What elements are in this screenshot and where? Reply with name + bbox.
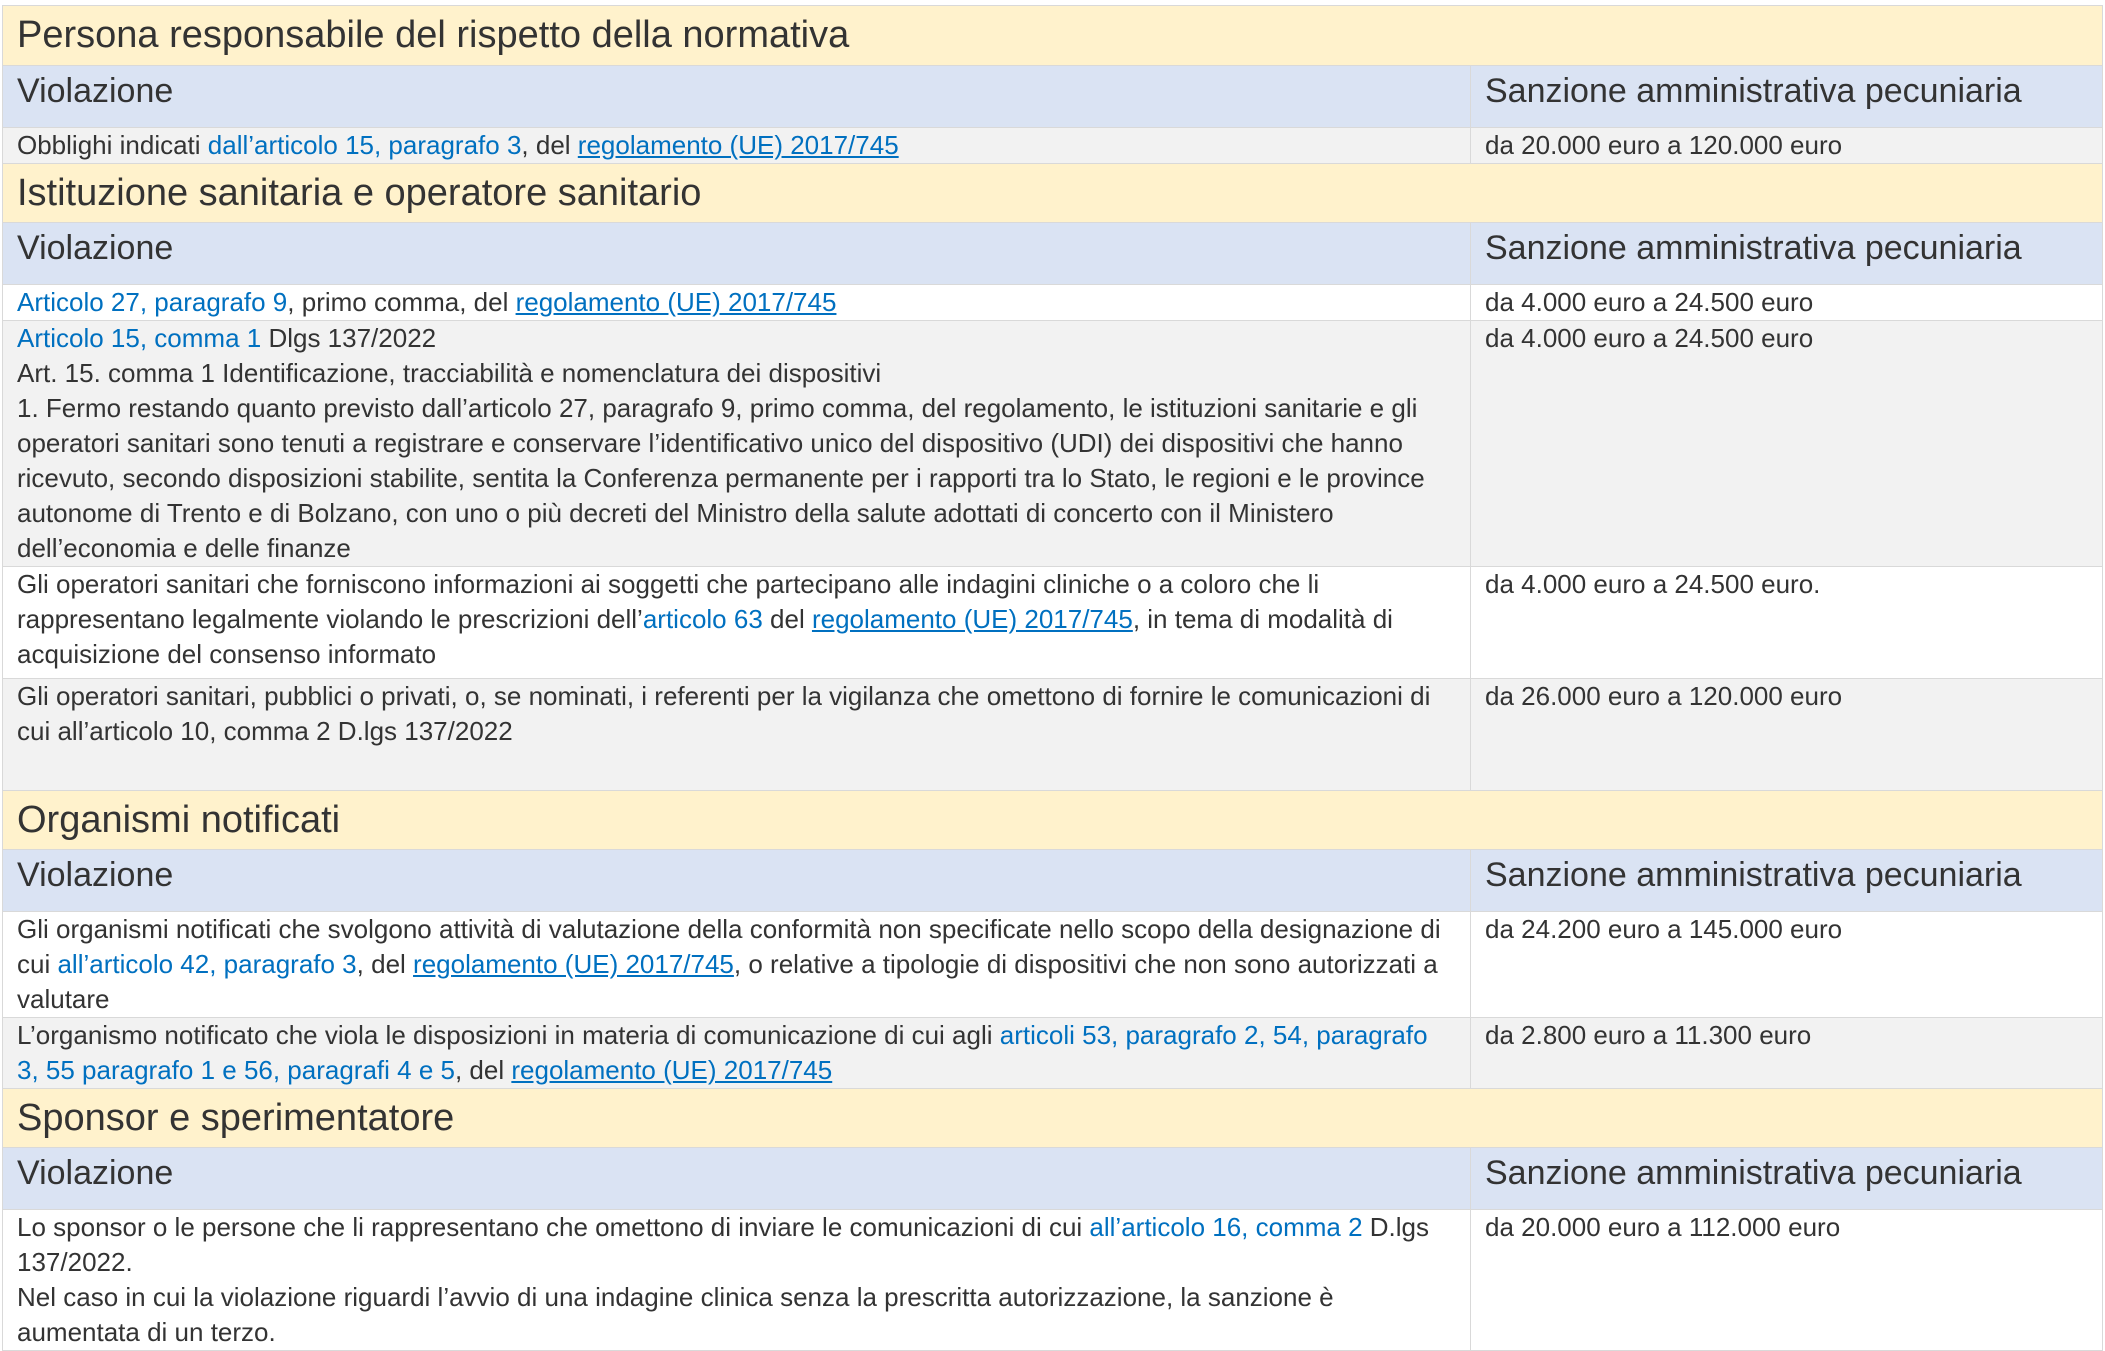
violation-text: D.lgs 137/2022. [17,1212,1430,1277]
section-title-row: Istituzione sanitaria e operatore sanita… [2,163,2103,223]
violation-cell: Gli organismi notificati che svolgono at… [2,911,1471,1018]
sanction-cell: da 24.200 euro a 145.000 euro [1470,911,2103,1018]
violation-cell: Articolo 15, comma 1 Dlgs 137/2022 Art. 1… [2,320,1471,567]
table-row: L’organismo notificato che viola le disp… [2,1017,2103,1089]
sanctions-table: Persona responsabile del rispetto della … [2,5,2103,1351]
sanction-cell: da 4.000 euro a 24.500 euro [1470,284,2103,321]
violation-text: , in tema di modalità di acquisizione de… [17,604,1393,669]
violation-paragraph: Obblighi indicati dall’articolo 15, para… [17,128,1456,163]
violation-cell: Gli operatori sanitari che forniscono in… [2,566,1471,679]
sanction-cell: da 26.000 euro a 120.000 euro [1470,678,2103,791]
reference-link[interactable]: regolamento (UE) 2017/745 [413,949,734,979]
table-row: Articolo 15, comma 1 Dlgs 137/2022 Art. 1… [2,320,2103,567]
violation-text: Dlgs 137/2022 [261,323,437,353]
section-title: Sponsor e sperimentatore [2,1088,2103,1148]
violation-text: 1. Fermo restando quanto previsto dall’a… [17,393,1425,563]
violation-text: Gli operatori sanitari che forniscono in… [17,569,1320,634]
violation-paragraph: Lo sponsor o le persone che li rappresen… [17,1210,1456,1280]
violation-paragraph: Gli operatori sanitari che forniscono in… [17,567,1456,672]
section-title-row: Organismi notificati [2,790,2103,850]
column-header-row: Violazione Sanzione amministrativa pecuni… [2,849,2103,912]
column-header-row: Violazione Sanzione amministrativa pecuni… [2,1147,2103,1210]
table-row: Gli organismi notificati che svolgono at… [2,911,2103,1018]
violation-text: Nel caso in cui la violazione riguardi l… [17,1282,1334,1347]
violation-text: Obblighi indicati [17,130,208,160]
reference-link[interactable]: Articolo 27, paragrafo 9 [17,287,288,317]
sanction-cell: da 4.000 euro a 24.500 euro [1470,320,2103,567]
violation-text: L’organismo notificato che viola le disp… [17,1020,1000,1050]
violation-text: Lo sponsor o le persone che li rappresen… [17,1212,1090,1242]
sanction-cell: da 20.000 euro a 112.000 euro [1470,1209,2103,1351]
violation-paragraph: Articolo 27, paragrafo 9, primo comma, d… [17,285,1456,320]
section-title-row: Sponsor e sperimentatore [2,1088,2103,1148]
violation-paragraph: Gli operatori sanitari, pubblici o priva… [17,679,1456,749]
sanction-cell: da 20.000 euro a 120.000 euro [1470,127,2103,164]
violation-paragraph: 1. Fermo restando quanto previsto dall’a… [17,391,1456,566]
header-violation: Violazione [2,65,1471,128]
header-violation: Violazione [2,849,1471,912]
violation-text: Gli organismi notificati che svolgono at… [17,914,1441,979]
column-header-row: Violazione Sanzione amministrativa pecuni… [2,222,2103,285]
reference-link[interactable]: dall’articolo 15, paragrafo 3 [207,130,522,160]
violation-text: Art. 15. comma 1 Identificazione, tracci… [17,358,882,388]
violation-text: , del [521,130,578,160]
header-sanction: Sanzione amministrativa pecuniaria [1470,1147,2103,1210]
table-row: Lo sponsor o le persone che li rappresen… [2,1209,2103,1351]
reference-link[interactable]: articoli 53, paragrafo 2, 54, paragrafo … [17,1020,1428,1085]
reference-link[interactable]: all’articolo 42, paragrafo 3 [57,949,357,979]
sanction-cell: da 4.000 euro a 24.500 euro. [1470,566,2103,679]
reference-link[interactable]: regolamento (UE) 2017/745 [811,604,1133,634]
section-title: Istituzione sanitaria e operatore sanita… [2,163,2103,223]
reference-link[interactable]: regolamento (UE) 2017/745 [511,1055,833,1085]
violation-paragraph: Gli organismi notificati che svolgono at… [17,912,1456,1017]
column-header-row: Violazione Sanzione amministrativa pecuni… [2,65,2103,128]
violation-text: , del [356,949,414,979]
table-row: Gli operatori sanitari, pubblici o priva… [2,678,2103,791]
reference-link[interactable]: regolamento (UE) 2017/745 [515,287,837,317]
table-row: Gli operatori sanitari che forniscono in… [2,566,2103,679]
violation-cell: Obblighi indicati dall’articolo 15, para… [2,127,1471,164]
violation-paragraph: Nel caso in cui la violazione riguardi l… [17,1280,1456,1350]
violation-cell: Articolo 27, paragrafo 9, primo comma, d… [2,284,1471,321]
violation-text: , o relative a tipologie di dispositivi … [17,949,1438,1014]
table-row: Articolo 27, paragrafo 9, primo comma, d… [2,284,2103,321]
violation-paragraph: L’organismo notificato che viola le disp… [17,1018,1456,1088]
reference-link[interactable]: regolamento (UE) 2017/745 [577,130,899,160]
section-title: Organismi notificati [2,790,2103,850]
reference-link[interactable]: Articolo 15, comma 1 [17,323,262,353]
violation-text: Gli operatori sanitari, pubblici o priva… [17,681,1431,746]
header-sanction: Sanzione amministrativa pecuniaria [1470,65,2103,128]
violation-text: del [762,604,812,634]
violation-cell: L’organismo notificato che viola le disp… [2,1017,1471,1089]
section-title-row: Persona responsabile del rispetto della … [2,5,2103,66]
header-sanction: Sanzione amministrativa pecuniaria [1470,849,2103,912]
header-violation: Violazione [2,222,1471,285]
header-sanction: Sanzione amministrativa pecuniaria [1470,222,2103,285]
section-title: Persona responsabile del rispetto della … [2,5,2103,66]
violation-cell: Gli operatori sanitari, pubblici o priva… [2,678,1471,791]
header-violation: Violazione [2,1147,1471,1210]
violation-paragraph: Art. 15. comma 1 Identificazione, tracci… [17,356,1456,391]
violation-text: , primo comma, del [287,287,516,317]
violation-text: , del [454,1055,512,1085]
table-row: Obblighi indicati dall’articolo 15, para… [2,127,2103,164]
violation-paragraph: Articolo 15, comma 1 Dlgs 137/2022 [17,321,1456,356]
sanction-cell: da 2.800 euro a 11.300 euro [1470,1017,2103,1089]
violation-cell: Lo sponsor o le persone che li rappresen… [2,1209,1471,1351]
reference-link[interactable]: all’articolo 16, comma 2 [1089,1212,1363,1242]
reference-link[interactable]: articolo 63 [642,604,763,634]
